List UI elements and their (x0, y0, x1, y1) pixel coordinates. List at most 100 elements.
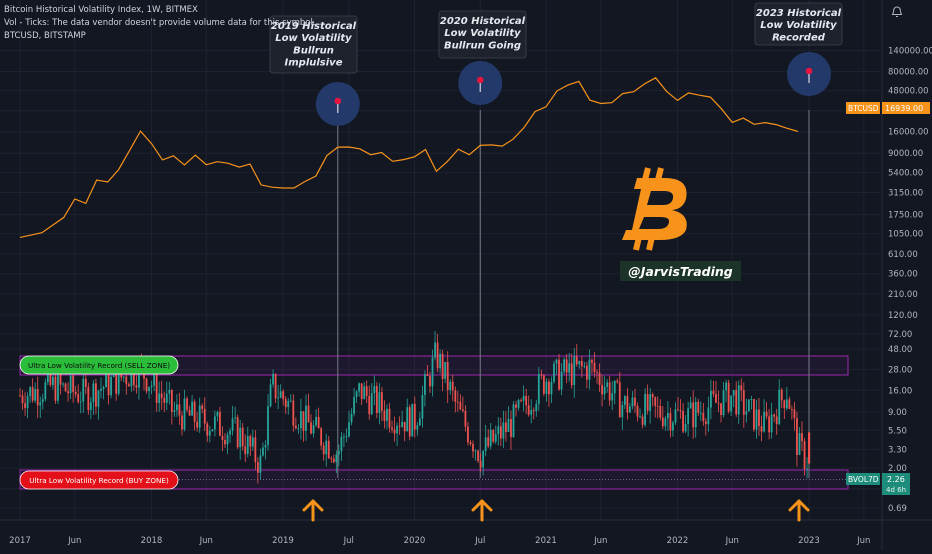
bvol-candle (138, 361, 140, 388)
bvol-candle (542, 375, 545, 394)
bvol-candle (575, 356, 578, 365)
bvol-candle (360, 383, 363, 400)
y-tick-label: 360.00 (888, 270, 918, 280)
btc-price-label: BTCUSD 16939.00 (846, 102, 930, 114)
bvol-candle (125, 376, 128, 385)
bvol-candle (267, 406, 269, 446)
bvol-candle (307, 405, 310, 423)
bvol-candle (492, 429, 495, 442)
bvol-candle (715, 393, 717, 403)
bvol-candle (591, 359, 593, 363)
annotation-line: Low Volatility (444, 28, 521, 39)
bvol-candle (674, 409, 677, 423)
bvol-candle (451, 381, 454, 391)
bvol-candle (444, 362, 447, 379)
y-tick-label: 5.50 (888, 426, 907, 436)
bvol-candle (330, 458, 333, 459)
bvol-candle (84, 378, 87, 387)
bvol-candle (484, 437, 487, 451)
x-tick-label: 2021 (535, 536, 557, 546)
bvol-candle (520, 400, 522, 401)
bvol-candle (568, 363, 571, 373)
bvol-candle (246, 436, 249, 454)
bvol-candle (783, 400, 786, 409)
bvol-candle (165, 393, 168, 403)
y-tick-label: 3150.00 (888, 189, 923, 199)
bvol-candle (294, 425, 297, 429)
bvol-candle (388, 408, 391, 428)
bvol-candle (19, 395, 21, 397)
bitcoin-b (622, 178, 687, 240)
bvol-candle (588, 359, 591, 380)
bvol-candle (699, 412, 702, 414)
bvol-candle (256, 462, 259, 473)
y-tick-label: 80000.00 (888, 67, 929, 77)
bvol-candle (429, 376, 431, 387)
bvol-candle (401, 421, 404, 427)
bvol-candle (87, 386, 90, 411)
bvol-candle (168, 390, 171, 394)
y-tick-label: 2.00 (888, 464, 907, 474)
bvol-candle (406, 407, 409, 432)
bvol-candle (461, 409, 464, 411)
bvol-candle (456, 401, 459, 403)
bvol-candle (343, 436, 345, 438)
time-axis: 2017 Jun 2018 Jun 2019 Jul 2020 Jul 2021 Jun 2022 J… (9, 536, 870, 546)
bvol-candle (176, 404, 178, 411)
bvol-candle (358, 383, 361, 392)
bvol-candle (732, 390, 735, 396)
volume-note: Vol - Ticks: The data vendor doesn't pro… (4, 18, 316, 28)
bvol-candle (578, 360, 581, 365)
bvol-candle (355, 391, 358, 398)
bvol-candle (386, 408, 388, 421)
bvol-candle (601, 384, 603, 395)
bvol-candle (337, 451, 340, 455)
bvol-candle (563, 359, 566, 372)
bvol-candle (727, 382, 730, 412)
bvol-candle (704, 421, 707, 425)
bvol-candle (370, 393, 373, 415)
bvol-candle (507, 419, 510, 432)
bvol-candle (479, 460, 482, 468)
bvol-candle (558, 359, 560, 390)
bvol-candle (649, 394, 652, 411)
bvol-candle (54, 376, 57, 401)
bvol-candle (798, 433, 801, 455)
pin-icon (787, 52, 831, 96)
bvol-candle (282, 391, 285, 400)
annotation-line: Recorded (772, 32, 826, 43)
bvol-candle (64, 383, 67, 392)
y-tick-label: 9000.00 (888, 149, 923, 159)
annotation-line: 2020 Historical (440, 16, 526, 27)
bvol-candle (527, 405, 530, 415)
bvol-candle (191, 401, 193, 416)
annotation-bg (754, 2, 843, 46)
bvol-candle (580, 360, 583, 367)
bvol-candle (153, 373, 156, 386)
bvol-candle (363, 386, 366, 400)
buy-zone-text: Ultra Low Volatility Record (BUY ZONE) (29, 476, 169, 485)
bvol-candle (548, 381, 550, 395)
bvol-candle (611, 393, 614, 401)
bvol-candle (57, 374, 59, 401)
bvol-candle (634, 397, 636, 406)
bvol-candle (773, 414, 776, 417)
bvol-candle (525, 395, 528, 406)
bvol-candle (302, 411, 305, 431)
bvol-candle (325, 440, 328, 455)
btc-symbol-label: BTCUSD (848, 104, 879, 113)
bvol-candle (102, 387, 105, 389)
bvol-candle (436, 342, 439, 369)
bvol-candle (264, 445, 267, 448)
bvol-candle (97, 390, 100, 407)
bvol-candle (332, 458, 335, 463)
bvol-candle (644, 393, 647, 425)
bvol-candle (806, 468, 808, 470)
bvol-candle (659, 406, 662, 418)
bvol-candle (664, 418, 667, 427)
bvol-candle (368, 395, 371, 415)
bvol-candle (411, 403, 414, 437)
bvol-candle (497, 426, 500, 435)
